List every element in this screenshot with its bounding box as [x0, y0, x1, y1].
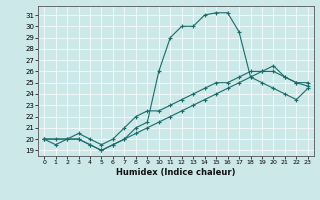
X-axis label: Humidex (Indice chaleur): Humidex (Indice chaleur) — [116, 168, 236, 177]
